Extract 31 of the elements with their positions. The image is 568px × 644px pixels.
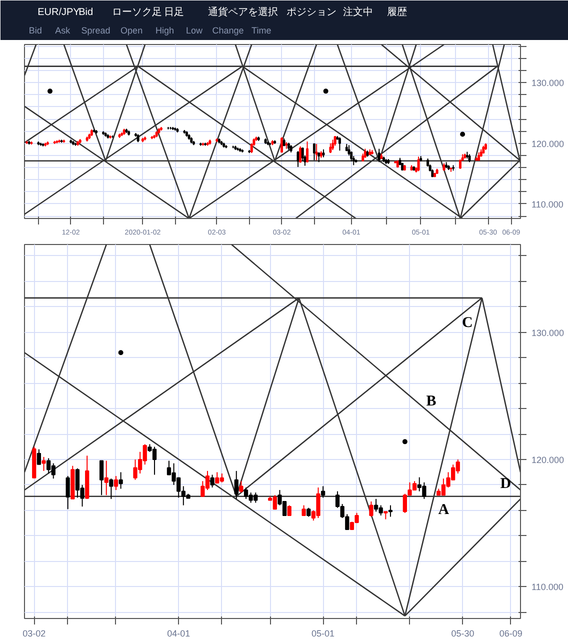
text: Spread: [81, 26, 110, 36]
annotation: B: [426, 394, 436, 410]
annotation: D: [500, 476, 512, 492]
y-tick-label: 120.000: [532, 454, 564, 465]
x-tick-label: 04-01: [167, 628, 190, 638]
text: 履歴: [386, 7, 407, 18]
y-tick-label: 110.000: [532, 582, 564, 592]
y-tick-label: 110.000: [532, 199, 564, 210]
x-tick-label: 05-30: [451, 628, 474, 638]
text: Bid: [28, 26, 42, 36]
text: Bid: [78, 7, 94, 18]
text: 通貨ペアを選択: [208, 6, 278, 18]
x-tick-label: 03-02: [22, 628, 46, 638]
text: Open: [120, 26, 143, 36]
y-tick-label: 130.000: [532, 328, 564, 338]
text: ポジション: [286, 7, 336, 18]
text: 日足: [164, 7, 184, 18]
y-tick-label: 120.000: [532, 138, 564, 149]
text: Low: [186, 26, 204, 36]
annotation: C: [462, 315, 473, 332]
text: ローソク足: [112, 7, 162, 18]
text: Change: [212, 26, 244, 36]
annotation: A: [438, 502, 450, 518]
text: EUR/JPY: [38, 7, 80, 18]
text: Time: [252, 26, 272, 36]
y-tick-label: 130.000: [532, 78, 564, 88]
x-tick-label: 05-01: [312, 628, 335, 638]
text: Ask: [55, 26, 71, 36]
x-tick-label: 06-09: [499, 628, 522, 638]
text: 注文中: [343, 6, 374, 18]
text: High: [155, 26, 174, 36]
